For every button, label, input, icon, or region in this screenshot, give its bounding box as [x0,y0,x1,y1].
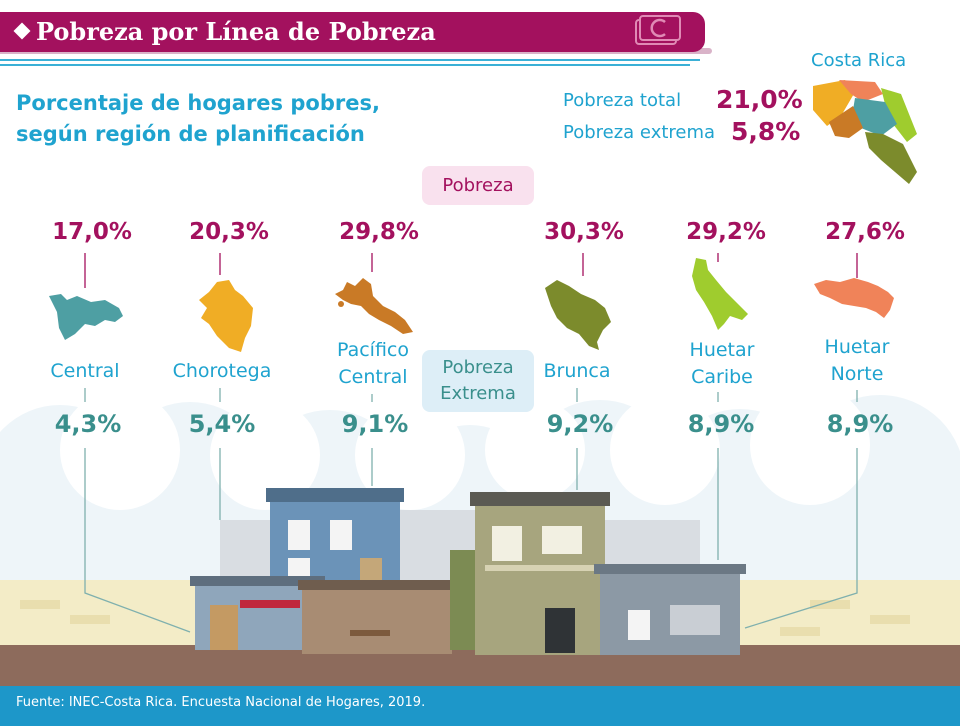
extreme-poverty-value: 5,8% [731,117,801,146]
connector-lines [84,253,858,633]
country-label: Costa Rica [811,50,907,71]
legend-extreme-line-2: Extrema [440,383,516,404]
region-name-line-1: Huetar [824,336,890,358]
header-bar [0,12,705,52]
money-logo-icon [632,14,682,48]
total-poverty-label: Pobreza total [563,90,682,111]
huetar-norte-region-map-icon [812,276,896,322]
region-name-line-2: Norte [830,363,884,385]
extreme-poverty-label: Pobreza extrema [563,122,716,143]
region-poverty-value: 20,3% [189,219,269,245]
region-extreme-value: 9,1% [341,410,409,438]
region-poverty-value: 29,8% [339,219,419,245]
legend-extreme-pill: Pobreza Extrema [422,350,534,412]
source-footnote: Fuente: INEC-Costa Rica. Encuesta Nacion… [16,695,426,710]
brunca-region-map-icon [543,278,613,352]
region-name-line-1: Brunca [543,360,611,382]
region-name: Brunca [512,358,642,385]
chorotega-region-map-icon [195,278,255,356]
total-poverty-value: 21,0% [716,85,803,114]
header-stripe [0,59,700,61]
region-name-line-1: Huetar [689,339,755,361]
region-extreme-value: 4,3% [54,410,122,438]
central-region-map-icon [45,290,125,344]
region-poverty-value: 29,2% [686,219,766,245]
costa-rica-map-icon [805,76,930,191]
region-name-line-1: Chorotega [172,360,272,382]
region-name: Huetar Caribe [657,337,787,391]
footer-bar [0,686,960,726]
legend-extreme-line-1: Pobreza [442,357,514,378]
region-name: Chorotega [157,358,287,385]
region-name-line-2: Central [338,366,408,388]
chart-subtitle: Porcentaje de hogares pobres, según regi… [16,88,380,150]
region-poverty-value: 27,6% [825,219,905,245]
page-title-text: Pobreza por Línea de Pobreza [36,17,436,46]
region-name-line-1: Central [50,360,120,382]
region-name: Pacífico Central [308,337,438,391]
page-title: Pobreza por Línea de Pobreza [13,17,436,46]
region-poverty-value: 17,0% [52,219,132,245]
region-extreme-value: 8,9% [687,410,755,438]
huetar-caribe-region-map-icon [690,256,750,332]
region-extreme-value: 8,9% [826,410,894,438]
region-extreme-value: 5,4% [188,410,256,438]
region-name-line-1: Pacífico [336,339,409,361]
header-stripe [0,64,690,66]
region-name: Central [20,358,150,385]
region-poverty-value: 30,3% [544,219,624,245]
subtitle-line-2: según región de planificación [16,122,365,146]
slum-houses-illustration [190,488,746,655]
region-name-line-2: Caribe [691,366,753,388]
legend-poverty-pill: Pobreza [422,166,534,205]
subtitle-line-1: Porcentaje de hogares pobres, [16,91,380,115]
region-name: Huetar Norte [792,334,922,388]
pacifico-central-region-map-icon [333,274,415,336]
region-extreme-value: 9,2% [546,410,614,438]
